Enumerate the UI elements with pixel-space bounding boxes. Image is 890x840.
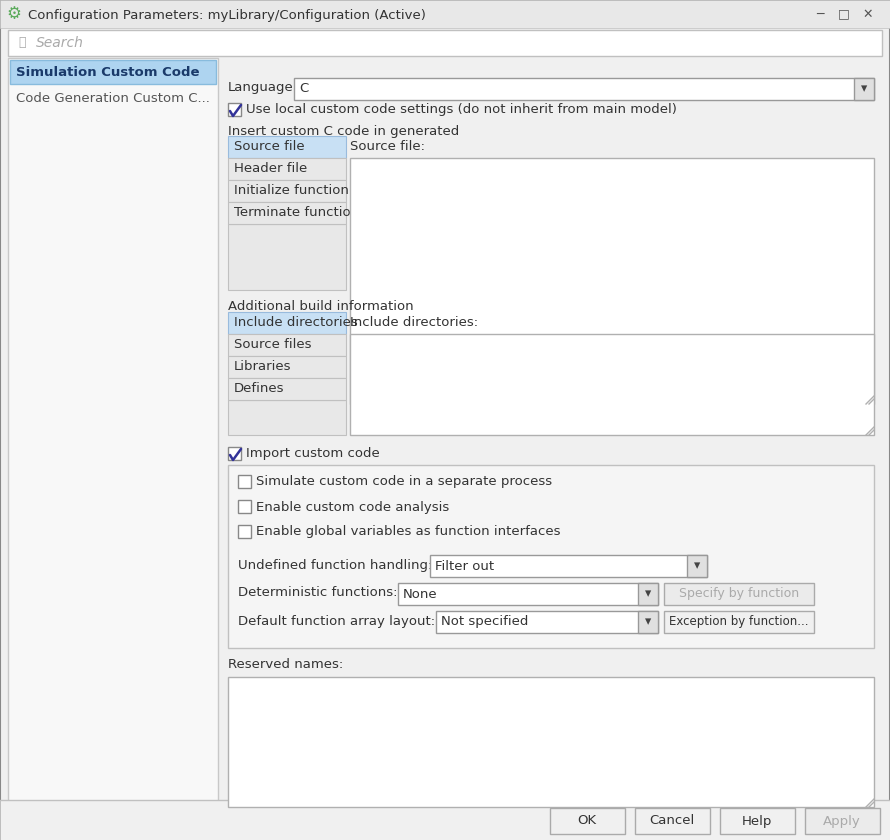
Text: Libraries: Libraries (234, 360, 292, 374)
Bar (854, 78, 874, 100)
Text: Use local custom code settings (do not inherit from main model): Use local custom code settings (do not i… (246, 103, 677, 117)
Text: Source file: Source file (234, 140, 304, 154)
Text: Simulate custom code in a separate process: Simulate custom code in a separate proce… (256, 475, 552, 489)
Text: Include directories: Include directories (234, 317, 358, 329)
Text: Cancel: Cancel (650, 815, 694, 827)
Text: Source file:: Source file: (350, 139, 425, 153)
Text: ⚙: ⚙ (6, 5, 21, 23)
Bar (10, 60, 216, 84)
Text: ▾: ▾ (694, 559, 700, 573)
Text: Include directories:: Include directories: (350, 316, 478, 328)
Text: ─: ─ (816, 8, 824, 20)
Bar (436, 611, 658, 633)
Bar (228, 400, 346, 435)
Bar (228, 224, 346, 290)
Text: 🔍: 🔍 (19, 36, 26, 50)
Text: □: □ (838, 8, 850, 20)
Bar (228, 334, 346, 356)
Bar (638, 611, 658, 633)
Text: ✕: ✕ (862, 8, 873, 20)
Text: Terminate function: Terminate function (234, 207, 360, 219)
Bar (238, 500, 251, 513)
Bar (238, 475, 251, 488)
Text: Default function array layout:: Default function array layout: (238, 615, 435, 627)
Bar (228, 136, 346, 158)
Text: Simulation Custom Code: Simulation Custom Code (16, 66, 199, 78)
Text: Language:: Language: (228, 81, 298, 94)
Bar (228, 356, 346, 378)
Bar (228, 158, 346, 180)
Bar (228, 447, 241, 460)
Text: ▾: ▾ (645, 587, 651, 601)
Bar (294, 78, 874, 100)
Text: Additional build information: Additional build information (228, 301, 414, 313)
Bar (0, 0, 890, 28)
Bar (398, 583, 658, 605)
Text: Header file: Header file (234, 162, 307, 176)
Bar (238, 525, 251, 538)
Text: Exception by function...: Exception by function... (669, 616, 809, 628)
Bar (720, 808, 795, 834)
Text: Insert custom C code in generated: Insert custom C code in generated (228, 124, 459, 138)
Text: Defines: Defines (234, 382, 285, 396)
Bar (664, 611, 814, 633)
Text: Enable global variables as function interfaces: Enable global variables as function inte… (256, 526, 561, 538)
Bar (805, 808, 880, 834)
Text: Not specified: Not specified (441, 616, 529, 628)
Text: Source files: Source files (234, 339, 312, 351)
Bar (228, 103, 241, 116)
Text: None: None (403, 587, 438, 601)
Bar (350, 158, 874, 404)
Text: Configuration Parameters: myLibrary/Configuration (Active): Configuration Parameters: myLibrary/Conf… (28, 8, 426, 22)
Text: Undefined function handling:: Undefined function handling: (238, 559, 433, 571)
Bar (635, 808, 710, 834)
Text: Deterministic functions:: Deterministic functions: (238, 586, 398, 600)
Bar (350, 334, 874, 435)
Bar (228, 465, 874, 648)
Text: Search: Search (36, 36, 84, 50)
Bar (8, 30, 882, 56)
Bar (664, 583, 814, 605)
Text: Specify by function: Specify by function (679, 587, 799, 601)
Bar (687, 555, 707, 577)
Text: Filter out: Filter out (435, 559, 494, 573)
Text: Enable custom code analysis: Enable custom code analysis (256, 501, 449, 513)
Bar (8, 58, 218, 808)
Text: Code Generation Custom C...: Code Generation Custom C... (16, 92, 210, 104)
Text: Initialize function: Initialize function (234, 185, 349, 197)
Text: Help: Help (741, 815, 773, 827)
Bar (228, 202, 346, 224)
Text: Apply: Apply (823, 815, 861, 827)
Bar (228, 312, 346, 334)
Bar (430, 555, 707, 577)
Bar (0, 800, 890, 840)
Text: C: C (299, 82, 308, 96)
Text: Reserved names:: Reserved names: (228, 658, 344, 670)
Bar (228, 677, 874, 807)
Text: Import custom code: Import custom code (246, 448, 380, 460)
Bar (228, 180, 346, 202)
Text: ▾: ▾ (861, 82, 867, 96)
Bar (550, 808, 625, 834)
Bar (638, 583, 658, 605)
Bar (228, 378, 346, 400)
Text: OK: OK (578, 815, 596, 827)
Text: ▾: ▾ (645, 616, 651, 628)
